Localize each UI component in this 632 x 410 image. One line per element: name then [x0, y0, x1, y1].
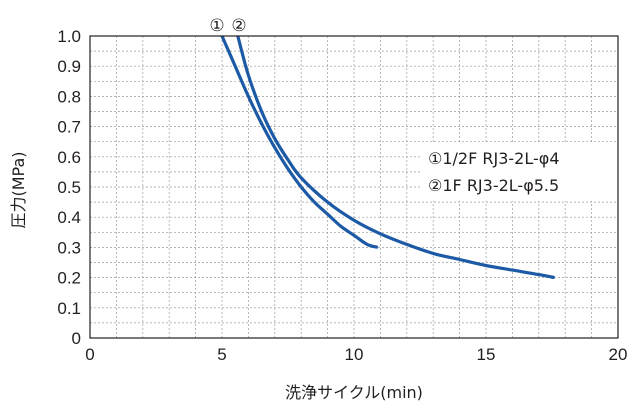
x-axis-title: 洗浄サイクル(min)	[285, 383, 423, 402]
grid	[90, 36, 618, 338]
legend: ①1/2F RJ3-2L-φ4 ②1F RJ3-2L-φ5.5	[421, 143, 617, 201]
y-tick-label: 0.6	[57, 148, 81, 167]
curve-label-2: ②	[231, 16, 246, 36]
y-tick-label: 0.4	[57, 208, 81, 227]
x-tick-label: 0	[85, 345, 94, 364]
x-tick-label: 10	[345, 345, 364, 364]
legend-item-1: ①1/2F RJ3-2L-φ4	[428, 149, 560, 168]
series-lines	[220, 35, 555, 280]
x-tick-label: 5	[217, 345, 226, 364]
legend-box	[421, 143, 617, 201]
tick-labels: 0 0.1 0.2 0.3 0.4 0.5 0.6 0.7 0.8 0.9 1.0 0 5 10 15 20	[57, 27, 627, 364]
y-axis-title: 圧力(MPa)	[9, 151, 28, 228]
y-tick-label: 0.1	[57, 299, 81, 318]
series-line-1	[220, 35, 379, 249]
y-tick-label: 1.0	[57, 27, 81, 46]
series-line-2	[236, 35, 555, 280]
x-tick-label: 20	[609, 345, 628, 364]
y-tick-label: 0.8	[57, 87, 81, 106]
y-tick-label: 0	[72, 329, 81, 348]
y-tick-label: 0.7	[57, 118, 81, 137]
y-tick-label: 0.5	[57, 178, 81, 197]
curve-label-1: ①	[209, 16, 224, 36]
y-tick-label: 0.3	[57, 238, 81, 257]
y-tick-label: 0.2	[57, 269, 81, 288]
x-tick-label: 15	[477, 345, 496, 364]
legend-item-2: ②1F RJ3-2L-φ5.5	[428, 176, 559, 195]
plot-area-frame	[89, 35, 619, 339]
y-tick-label: 0.9	[57, 57, 81, 76]
